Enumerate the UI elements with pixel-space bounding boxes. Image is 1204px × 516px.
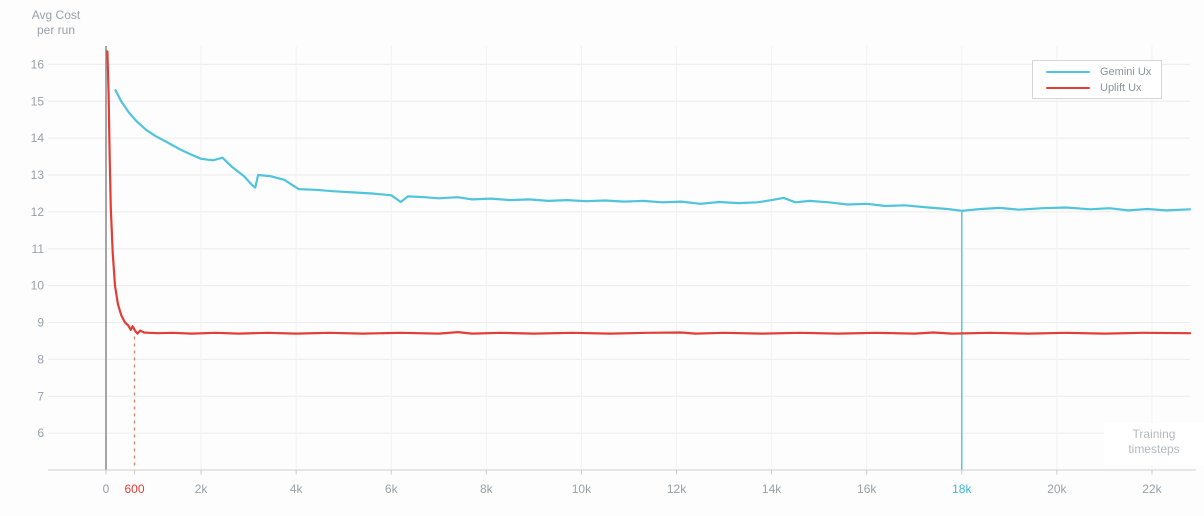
legend-line-swatch-cyan: [1046, 70, 1090, 73]
x-tick-label: 600: [125, 482, 145, 496]
x-tick-label: 14k: [762, 482, 782, 496]
legend: Gemini Ux Uplift Ux: [1032, 60, 1162, 99]
y-axis-title-line1: Avg Cost: [31, 8, 81, 22]
legend-item-uplift-ux[interactable]: Uplift Ux: [1046, 82, 1161, 94]
y-tick-label: 6: [37, 426, 44, 440]
y-tick-label: 12: [31, 205, 45, 219]
legend-line-swatch-red: [1046, 86, 1090, 89]
y-axis-title: Avg Cost per run: [30, 8, 82, 38]
x-tick-label: 22k: [1142, 482, 1162, 496]
x-axis-title: Training timesteps: [1104, 423, 1204, 465]
series-line-uplift-ux: [106, 50, 1192, 335]
y-tick-label: 10: [31, 279, 45, 293]
y-tick-label: 15: [31, 94, 45, 108]
y-tick-label: 9: [37, 316, 44, 330]
x-tick-label: 12k: [667, 482, 687, 496]
legend-label: Uplift Ux: [1100, 81, 1142, 94]
x-axis-title-line1: Training: [1132, 427, 1176, 441]
y-tick-label: 16: [31, 57, 45, 71]
x-tick-label: 18k: [952, 482, 972, 496]
legend-item-gemini-ux[interactable]: Gemini Ux: [1046, 66, 1161, 78]
x-tick-label: 2k: [195, 482, 209, 496]
y-axis-title-line2: per run: [36, 23, 76, 37]
x-axis-title-line2: timesteps: [1128, 442, 1180, 456]
y-tick-label: 7: [37, 389, 44, 403]
x-tick-label: 16k: [857, 482, 877, 496]
x-tick-label: 4k: [290, 482, 304, 496]
y-tick-label: 14: [31, 131, 45, 145]
series-line-gemini-ux: [114, 89, 1192, 212]
x-tick-label: 0: [103, 482, 110, 496]
x-tick-label: 20k: [1047, 482, 1067, 496]
x-tick-label: 6k: [385, 482, 399, 496]
y-tick-label: 8: [37, 352, 44, 366]
y-tick-label: 13: [31, 168, 45, 182]
x-tick-label: 8k: [480, 482, 494, 496]
x-tick-label: 10k: [572, 482, 592, 496]
y-tick-label: 11: [32, 242, 45, 256]
legend-label: Gemini Ux: [1100, 65, 1152, 78]
